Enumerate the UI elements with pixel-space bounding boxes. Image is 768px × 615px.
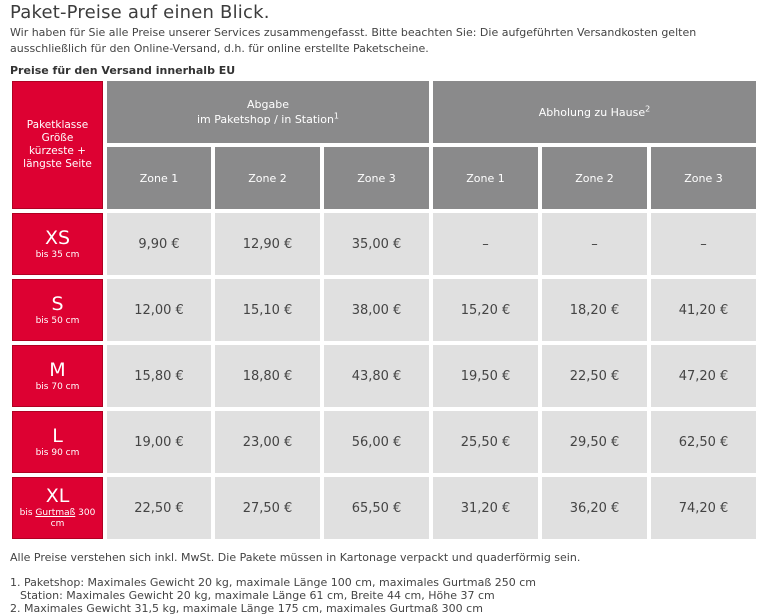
price-cell: 15,10 € — [215, 279, 320, 341]
dropoff-group-header: Abgabe im Paketshop / in Station1 — [107, 81, 429, 143]
price-cell: 31,20 € — [433, 477, 538, 539]
vat-note: Alle Preise verstehen sich inkl. MwSt. D… — [10, 551, 581, 564]
size-class-xl: XL bis Gurtmaß 300 cm — [12, 477, 103, 539]
price-cell: 12,90 € — [215, 213, 320, 275]
size-label: S — [51, 292, 64, 315]
size-limit: bis Gurtmaß 300 cm — [13, 508, 102, 530]
price-cell: 18,80 € — [215, 345, 320, 407]
price-cell: 41,20 € — [651, 279, 756, 341]
size-limit-prefix: bis — [19, 508, 33, 518]
price-cell: 15,20 € — [433, 279, 538, 341]
price-cell: 12,00 € — [107, 279, 211, 341]
size-label: XS — [44, 226, 71, 249]
price-table: Paketklasse Größe kürzeste + längste Sei… — [8, 77, 760, 543]
size-class-xs: XS bis 35 cm — [12, 213, 103, 275]
size-class-s: S bis 50 cm — [12, 279, 103, 341]
size-class-l: L bis 90 cm — [12, 411, 103, 473]
size-label: M — [49, 358, 66, 381]
price-cell: 18,20 € — [542, 279, 647, 341]
pickup-title: Abholung zu Hause — [538, 105, 646, 119]
intro-text: Wir haben für Sie alle Preise unserer Se… — [10, 26, 697, 55]
price-cell: 22,50 € — [107, 477, 211, 539]
footnote-1-station: Station: Maximales Gewicht 20 kg, maxima… — [20, 589, 495, 602]
price-cell: 36,20 € — [542, 477, 647, 539]
price-cell: – — [542, 213, 647, 275]
size-class-header: Paketklasse Größe kürzeste + längste Sei… — [12, 81, 103, 209]
price-cell: 29,50 € — [542, 411, 647, 473]
price-cell: 35,00 € — [324, 213, 429, 275]
zone-header: Zone 2 — [542, 147, 647, 209]
zone-header: Zone 3 — [324, 147, 429, 209]
dropoff-subtitle: im Paketshop / in Station — [196, 113, 334, 126]
table-row: XL bis Gurtmaß 300 cm 22,50 € 27,50 € 65… — [12, 477, 756, 539]
girth-link[interactable]: Gurtmaß — [35, 508, 76, 518]
price-cell: 62,50 € — [651, 411, 756, 473]
size-limit-value: 300 — [78, 508, 96, 518]
zone-header: Zone 1 — [107, 147, 211, 209]
price-cell: 38,00 € — [324, 279, 429, 341]
size-limit: bis 35 cm — [35, 249, 80, 260]
size-limit: bis 50 cm — [35, 315, 80, 326]
price-cell: 56,00 € — [324, 411, 429, 473]
price-cell: 27,50 € — [215, 477, 320, 539]
price-cell: 74,20 € — [651, 477, 756, 539]
size-limit: bis 70 cm — [35, 381, 80, 392]
price-cell: 65,50 € — [324, 477, 429, 539]
price-cell: 15,80 € — [107, 345, 211, 407]
price-cell: 23,00 € — [215, 411, 320, 473]
price-cell: 9,90 € — [107, 213, 211, 275]
corner-line: Größe — [41, 132, 74, 144]
size-limit-unit: cm — [50, 519, 65, 529]
dropoff-title: Abgabe — [247, 98, 289, 111]
table-row: S bis 50 cm 12,00 € 15,10 € 38,00 € 15,2… — [12, 279, 756, 341]
footnote-1: 1. Paketshop: Maximales Gewicht 20 kg, m… — [10, 576, 536, 589]
size-label: XL — [45, 485, 70, 507]
footnote-ref: 1 — [333, 111, 340, 121]
zone-header: Zone 1 — [433, 147, 538, 209]
size-label: L — [52, 424, 63, 447]
corner-line: längste Seite — [23, 158, 92, 170]
table-row: XS bis 35 cm 9,90 € 12,90 € 35,00 € – – … — [12, 213, 756, 275]
price-cell: – — [433, 213, 538, 275]
price-cell: 25,50 € — [433, 411, 538, 473]
section-label: Preise für den Versand innerhalb EU — [10, 64, 236, 77]
price-cell: 43,80 € — [324, 345, 429, 407]
pickup-group-header: Abholung zu Hause2 — [433, 81, 756, 143]
size-class-m: M bis 70 cm — [12, 345, 103, 407]
page-title: Paket-Preise auf einen Blick. — [10, 2, 270, 23]
price-cell: 19,50 € — [433, 345, 538, 407]
corner-line: kürzeste + — [29, 145, 86, 157]
zone-header: Zone 2 — [215, 147, 320, 209]
table-row: M bis 70 cm 15,80 € 18,80 € 43,80 € 19,5… — [12, 345, 756, 407]
price-cell: 22,50 € — [542, 345, 647, 407]
footnote-ref: 2 — [645, 103, 651, 113]
price-cell: 47,20 € — [651, 345, 756, 407]
zone-header: Zone 3 — [651, 147, 756, 209]
price-cell: 19,00 € — [107, 411, 211, 473]
corner-line: Paketklasse — [26, 119, 89, 131]
price-cell: – — [651, 213, 756, 275]
table-row: L bis 90 cm 19,00 € 23,00 € 56,00 € 25,5… — [12, 411, 756, 473]
size-limit: bis 90 cm — [35, 447, 80, 458]
footnote-2: 2. Maximales Gewicht 31,5 kg, maximale L… — [10, 602, 483, 615]
